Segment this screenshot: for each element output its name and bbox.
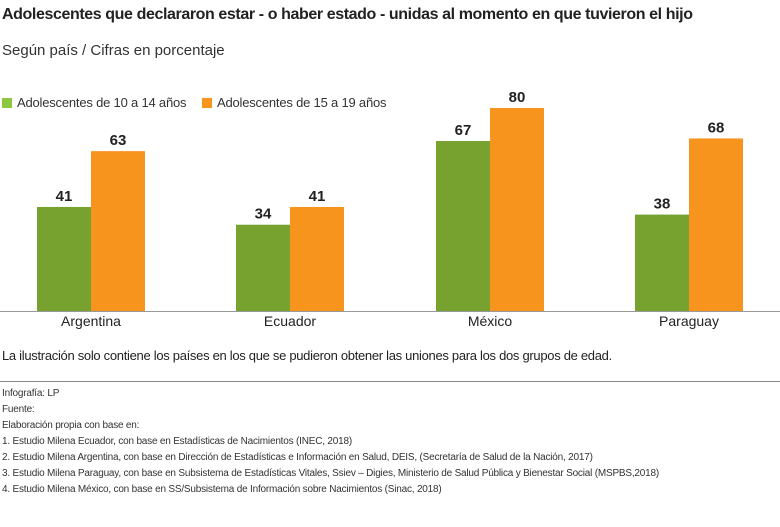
bar-argentina-10-14	[37, 206, 91, 311]
bar-ecuador-15-19	[290, 206, 344, 311]
x-tick-label: México	[468, 313, 513, 329]
bar-méxico-15-19	[490, 108, 544, 311]
data-label: 63	[110, 132, 127, 149]
footer-line: Fuente:	[2, 404, 35, 415]
bar-ecuador-10-14	[236, 224, 290, 311]
x-tick-label: Ecuador	[264, 313, 316, 329]
data-label: 41	[56, 188, 73, 205]
footer-line: 4. Estudio Milena México, con base en SS…	[2, 484, 442, 495]
bar-chart: 41 63 Argentina 34 41 Ecuador 67 80 México 38 68 Pa…	[0, 89, 780, 329]
footer-source-3: 3. Estudio Milena Paraguay, con base en …	[2, 468, 778, 479]
legend-label: Adolescentes de 15 a 19 años	[217, 95, 387, 110]
chart-title: Adolescentes que declararon estar - o ha…	[2, 6, 778, 24]
data-label: 34	[255, 206, 272, 223]
bar-méxico-10-14	[436, 140, 490, 311]
bar-argentina-15-19	[91, 151, 145, 311]
chart-note-text: La ilustración solo contiene los países …	[2, 348, 612, 363]
data-label: 68	[708, 119, 725, 136]
data-label: 80	[509, 89, 526, 106]
chart-subtitle: Según país / Cifras en porcentaje	[2, 42, 778, 59]
legend-item-10-14: Adolescentes de 10 a 14 años	[2, 95, 187, 110]
footer-source-4: 4. Estudio Milena México, con base en SS…	[2, 484, 778, 495]
footer-line: Infografía: LP	[2, 388, 60, 399]
footer-source-1: 1. Estudio Milena Ecuador, con base en E…	[2, 436, 778, 447]
chart-note: La ilustración solo contiene los países …	[2, 348, 778, 363]
footer-source-label: Fuente:	[2, 404, 778, 415]
chart-subtitle-text: Según país / Cifras en porcentaje	[2, 42, 225, 59]
footer-line: 1. Estudio Milena Ecuador, con base en E…	[2, 436, 352, 447]
legend-swatch-green	[2, 97, 12, 108]
footer-source-2: 2. Estudio Milena Argentina, con base en…	[2, 452, 778, 463]
x-tick-label: Argentina	[61, 313, 121, 329]
x-tick-label: Paraguay	[659, 313, 719, 329]
footer-source-intro: Elaboración propia con base en:	[2, 420, 778, 431]
chart-title-text: Adolescentes que declararon estar - o ha…	[2, 6, 693, 23]
legend-label: Adolescentes de 10 a 14 años	[17, 95, 187, 110]
footer-credit: Infografía: LP	[2, 388, 778, 399]
bar-paraguay-15-19	[689, 138, 743, 311]
data-label: 67	[455, 122, 472, 139]
data-label: 41	[309, 188, 326, 205]
footer-line: 3. Estudio Milena Paraguay, con base en …	[2, 468, 660, 479]
footer-line: 2. Estudio Milena Argentina, con base en…	[2, 452, 593, 463]
legend-item-15-19: Adolescentes de 15 a 19 años	[202, 95, 387, 110]
legend-swatch-orange	[202, 97, 212, 108]
footer-line: Elaboración propia con base en:	[2, 420, 140, 431]
divider	[0, 381, 780, 382]
bar-paraguay-10-14	[635, 214, 689, 311]
data-label: 38	[654, 196, 671, 213]
